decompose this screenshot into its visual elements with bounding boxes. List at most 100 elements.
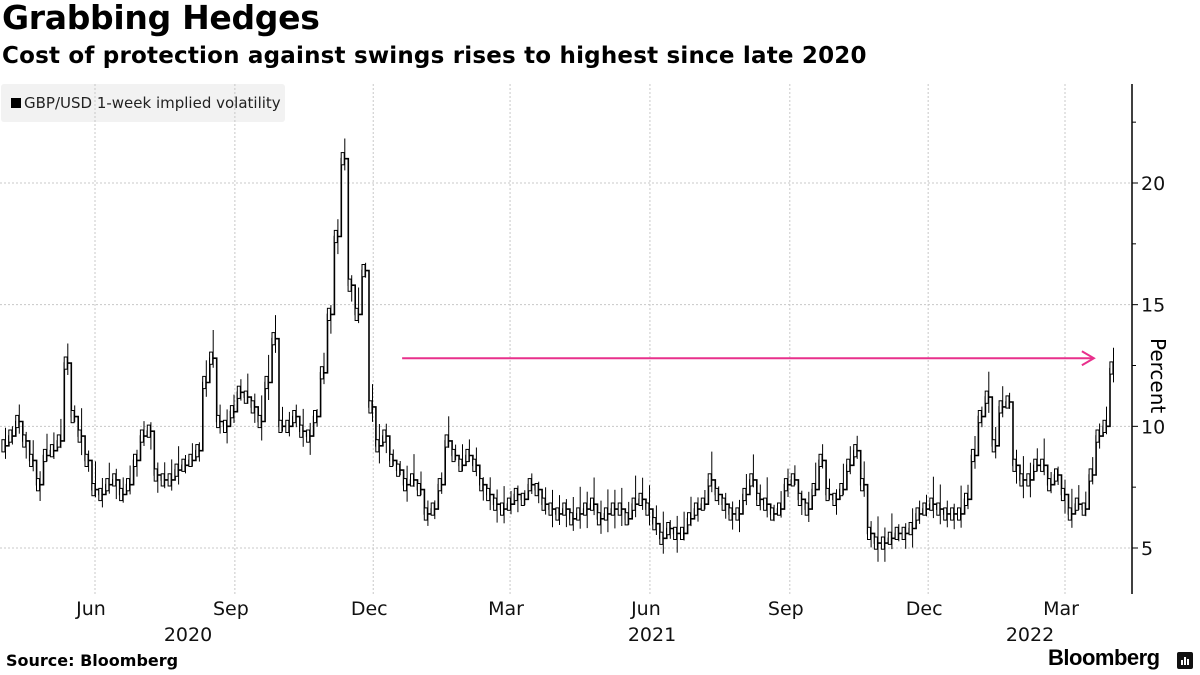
data-point — [1040, 458, 1045, 472]
data-point — [520, 492, 525, 506]
data-point — [569, 512, 574, 526]
data-point — [666, 522, 671, 536]
data-point — [998, 400, 1003, 414]
x-tick-label: Jun — [75, 598, 106, 620]
data-point — [22, 434, 27, 448]
data-point — [479, 478, 484, 492]
data-point — [285, 419, 290, 433]
data-point — [1060, 487, 1065, 502]
x-year-label: 2021 — [628, 624, 676, 646]
data-point — [964, 492, 968, 506]
data-point — [319, 366, 324, 380]
data-point — [783, 478, 788, 492]
data-point — [423, 507, 428, 521]
data-point — [617, 502, 622, 516]
data-point — [98, 487, 103, 502]
data-point — [673, 526, 678, 540]
data-point — [742, 487, 747, 502]
data-point — [728, 507, 733, 521]
data-point — [174, 463, 179, 477]
data-point — [880, 536, 885, 550]
x-tick-label: Mar — [1043, 598, 1079, 620]
data-point — [500, 502, 504, 516]
data-point — [243, 390, 248, 404]
data-point — [770, 507, 775, 521]
data-point — [403, 478, 407, 492]
data-point — [659, 531, 664, 545]
data-point — [749, 473, 754, 487]
data-point — [624, 512, 629, 526]
data-point — [126, 478, 130, 492]
data-point — [292, 410, 297, 424]
data-point — [610, 502, 615, 516]
data-point — [188, 453, 193, 467]
data-point — [977, 410, 982, 424]
y-tick-label: 5 — [1141, 538, 1153, 560]
data-point — [396, 463, 401, 477]
data-point — [451, 448, 456, 463]
x-tick-label: Jun — [630, 598, 661, 620]
data-point — [853, 444, 858, 458]
data-point — [486, 487, 491, 502]
annotation-arrow-head — [1081, 350, 1096, 367]
data-point — [1, 439, 6, 453]
series-line — [1, 138, 1114, 562]
source-note: Source: Bloomberg — [6, 651, 179, 670]
data-point — [922, 502, 927, 516]
data-point — [202, 375, 207, 390]
data-point — [873, 536, 878, 550]
data-point — [970, 448, 975, 463]
data-point — [347, 278, 352, 292]
legend-label: GBP/USD 1-week implied volatility — [24, 94, 281, 112]
data-point — [333, 229, 338, 244]
data-point — [513, 487, 518, 502]
data-point — [153, 468, 158, 482]
data-point — [1067, 507, 1072, 521]
data-point — [1088, 468, 1093, 482]
data-point — [1047, 478, 1052, 492]
data-point — [389, 453, 394, 467]
data-point — [777, 502, 781, 516]
data-point — [139, 429, 144, 443]
data-point — [410, 473, 414, 487]
data-point — [534, 483, 539, 497]
data-point — [229, 405, 234, 419]
data-point — [91, 483, 96, 497]
data-point — [714, 487, 719, 502]
data-point — [548, 502, 553, 516]
data-point — [763, 497, 768, 511]
data-point — [105, 478, 110, 492]
data-point — [1012, 458, 1017, 472]
data-point — [693, 502, 698, 516]
y-tick-label: 15 — [1141, 295, 1165, 317]
y-axis-label: Percent — [1146, 338, 1170, 414]
data-point — [957, 507, 961, 521]
data-point — [112, 473, 117, 487]
data-point — [860, 478, 865, 492]
data-point — [936, 502, 941, 516]
data-point — [63, 356, 68, 370]
data-point — [839, 483, 844, 497]
data-point — [250, 400, 255, 414]
x-year-label: 2022 — [1006, 624, 1054, 646]
data-point — [804, 502, 809, 516]
data-point — [1081, 502, 1086, 516]
x-tick-label: Sep — [213, 598, 249, 620]
data-point — [894, 526, 899, 540]
y-axis: 5 10 15 20 — [1131, 84, 1165, 594]
data-point — [167, 473, 172, 487]
legend: GBP/USD 1-week implied volatility — [1, 84, 285, 122]
data-point — [991, 439, 996, 453]
data-point — [354, 307, 359, 321]
data-point — [562, 502, 567, 516]
data-point — [652, 517, 657, 531]
data-point — [458, 458, 463, 472]
data-point — [8, 429, 13, 443]
data-point — [1095, 429, 1100, 443]
data-point — [375, 439, 380, 453]
data-point — [313, 410, 317, 424]
data-point — [1005, 395, 1010, 409]
data-point — [160, 473, 165, 487]
data-point — [181, 458, 186, 472]
data-point — [1019, 473, 1024, 487]
